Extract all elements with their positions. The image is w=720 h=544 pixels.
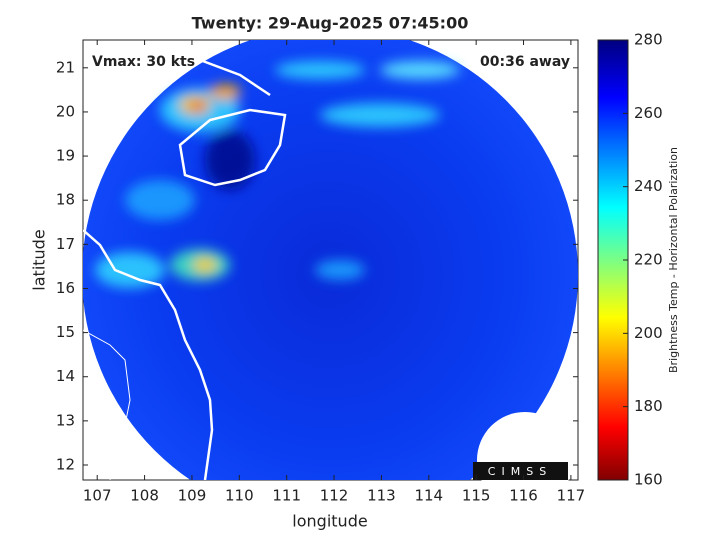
x-tick-label: 109 <box>178 487 207 505</box>
y-tick-label: 13 <box>56 411 75 429</box>
colorbar-tick-label: 240 <box>634 177 663 195</box>
y-tick-label: 19 <box>56 147 75 165</box>
y-tick-label: 14 <box>56 367 75 385</box>
x-tick-label: 117 <box>557 487 586 505</box>
vmax-annotation: Vmax: 30 kts <box>92 54 195 70</box>
colorbar-tick-label: 280 <box>634 31 663 49</box>
x-tick-label: 107 <box>83 487 112 505</box>
x-tick-label: 111 <box>272 487 301 505</box>
y-tick-label: 20 <box>56 102 75 120</box>
colorbar-tick-label: 160 <box>634 471 663 489</box>
y-tick-label: 12 <box>56 455 75 473</box>
y-axis-label: latitude <box>30 229 49 290</box>
title: Twenty: 29-Aug-2025 07:45:00 <box>192 14 469 33</box>
colorbar-tick-label: 180 <box>634 397 663 415</box>
x-tick-label: 112 <box>320 487 349 505</box>
x-tick-label: 113 <box>367 487 396 505</box>
x-tick-label: 114 <box>414 487 443 505</box>
x-tick-label: 110 <box>225 487 254 505</box>
logo-text: CIMSS <box>488 465 552 478</box>
y-tick-label: 15 <box>56 323 75 341</box>
satellite-image <box>83 40 578 480</box>
y-tick-label: 17 <box>56 235 75 253</box>
time-annotation: 00:36 away <box>480 54 570 70</box>
colorbar-tick-label: 260 <box>634 104 663 122</box>
y-tick-label: 21 <box>56 58 75 76</box>
x-tick-label: 108 <box>130 487 159 505</box>
colorbar-tick-label: 220 <box>634 251 663 269</box>
x-tick-label: 116 <box>509 487 538 505</box>
y-tick-label: 18 <box>56 191 75 209</box>
colorbar-label: Brightness Temp - Horizontal Polarizatio… <box>667 147 680 373</box>
y-tick-label: 16 <box>56 279 75 297</box>
logo: CIMSS <box>473 412 573 508</box>
x-axis-label: longitude <box>292 512 367 531</box>
colorbar-tick-label: 200 <box>634 324 663 342</box>
x-tick-label: 115 <box>462 487 491 505</box>
